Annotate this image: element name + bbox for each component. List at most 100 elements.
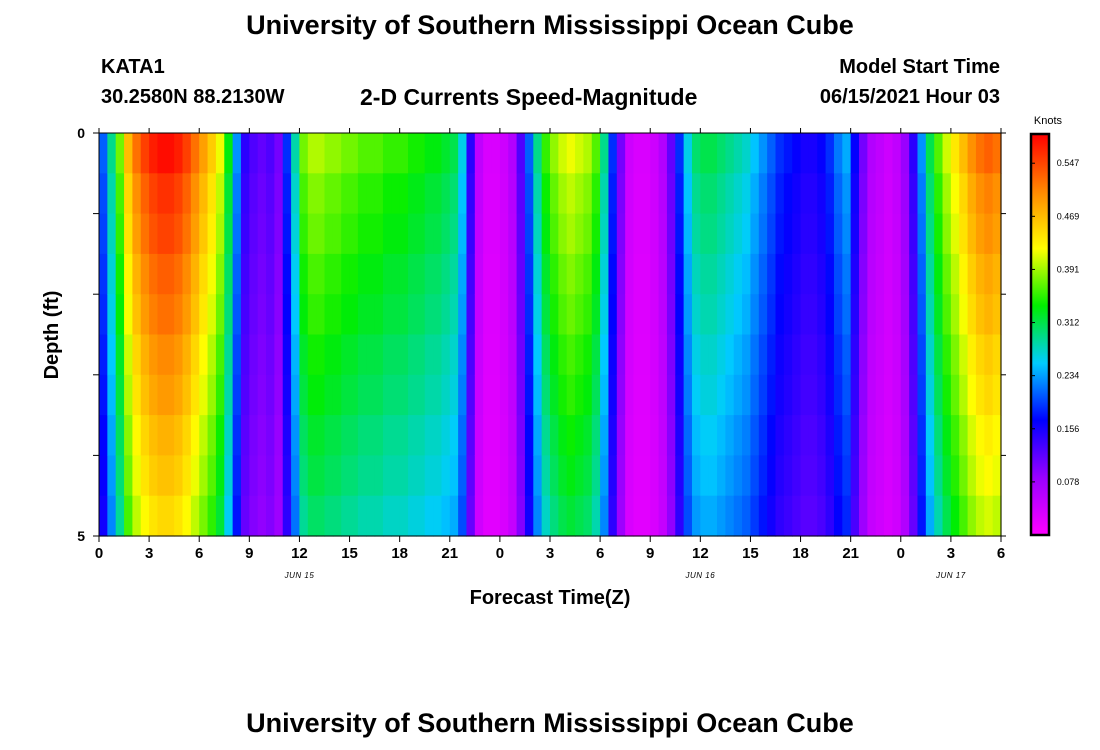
heatmap-cell (808, 173, 818, 215)
chart-subtitle: 2-D Currents Speed-Magnitude (360, 84, 698, 110)
heatmap-cell (867, 495, 877, 537)
heatmap-cell (391, 213, 401, 255)
heatmap-cell (658, 133, 668, 174)
heatmap-cell (708, 415, 718, 456)
heatmap-cell (942, 173, 952, 215)
heatmap-cell (758, 495, 768, 537)
heatmap-cell (867, 334, 877, 376)
heatmap-cell (850, 294, 860, 336)
heatmap-cell (282, 173, 292, 215)
heatmap-cell (625, 294, 635, 336)
heatmap-cell (775, 495, 785, 537)
heatmap-cell (316, 495, 326, 537)
heatmap-cell (182, 415, 192, 456)
heatmap-cell (274, 495, 284, 537)
heatmap-cell (449, 334, 459, 376)
heatmap-cell (399, 455, 409, 497)
heatmap-cell (174, 334, 184, 376)
heatmap-cell (641, 173, 651, 215)
heatmap-cell (458, 334, 468, 376)
heatmap-cell (750, 455, 760, 497)
heatmap-cell (725, 173, 735, 215)
heatmap-cell (658, 455, 668, 497)
heatmap-cell (324, 253, 334, 295)
heatmap-cell (399, 173, 409, 215)
heatmap-cell (441, 495, 451, 537)
heatmap-cell (675, 213, 685, 255)
heatmap-cell (499, 495, 509, 537)
heatmap-cell (433, 213, 443, 255)
heatmap-cell (942, 133, 952, 174)
heatmap-cell (900, 294, 910, 336)
heatmap-cell (934, 455, 944, 497)
heatmap-cell (249, 173, 259, 215)
heatmap-cell (608, 374, 618, 416)
heatmap-cell (441, 374, 451, 416)
heatmap-cell (767, 495, 777, 537)
heatmap-cell (800, 415, 810, 456)
heatmap-cell (975, 133, 985, 174)
heatmap-cell (357, 173, 367, 215)
heatmap-cell (742, 173, 752, 215)
heatmap-cell (349, 213, 359, 255)
heatmap-cell (558, 495, 568, 537)
heatmap-cell (800, 374, 810, 416)
heatmap-cell (466, 294, 476, 336)
heatmap-cell (666, 133, 676, 174)
heatmap-cell (992, 455, 1002, 497)
heatmap-cell (382, 374, 392, 416)
heatmap-cell (842, 133, 852, 174)
heatmap-cell (483, 455, 493, 497)
heatmap-cell (307, 294, 317, 336)
heatmap-cell (550, 334, 559, 376)
heatmap-cell (842, 334, 852, 376)
heatmap-cell (708, 455, 718, 497)
heatmap-cell (842, 374, 852, 416)
heatmap-cell (541, 253, 551, 295)
heatmap-cell (149, 374, 159, 416)
heatmap-cell (140, 294, 150, 336)
heatmap-cell (249, 374, 259, 416)
heatmap-cell (458, 213, 468, 255)
heatmap-cell (124, 173, 134, 215)
heatmap-cell (149, 253, 159, 295)
heatmap-cell (491, 374, 501, 416)
heatmap-cell (291, 334, 301, 376)
heatmap-cell (550, 455, 559, 497)
heatmap-cell (708, 495, 718, 537)
heatmap-cell (767, 455, 777, 497)
heatmap-cell (833, 495, 843, 537)
colorbar: 0.078 0.156 0.234 0.312 0.391 0.469 0.547 (1029, 132, 1079, 537)
heatmap-cell (149, 415, 159, 456)
heatmap-cell (224, 415, 234, 456)
heatmap-cell (474, 455, 484, 497)
heatmap-cell (959, 374, 969, 416)
heatmap-cell (675, 455, 685, 497)
heatmap-cell (165, 334, 175, 376)
heatmap-cell (332, 495, 342, 537)
heatmap-cell (266, 374, 275, 416)
heatmap-cell (132, 173, 142, 215)
heatmap-cell (566, 294, 576, 336)
heatmap-cell (299, 415, 309, 456)
heatmap-cell (683, 455, 693, 497)
heatmap-cell (341, 133, 351, 174)
heatmap-cell (199, 173, 209, 215)
heatmap-cell (591, 133, 601, 174)
heatmap-cell (182, 133, 192, 174)
footer-title: University of Southern Mississippi Ocean… (246, 708, 854, 738)
heatmap-cell (867, 374, 877, 416)
heatmap-cell (99, 173, 108, 215)
heatmap-cell (491, 253, 501, 295)
heatmap-cell (984, 294, 994, 336)
heatmap-cell (541, 495, 551, 537)
heatmap-cell (416, 294, 426, 336)
heatmap-cell (190, 213, 200, 255)
heatmap-cell (299, 495, 309, 537)
heatmap-cell (959, 495, 969, 537)
heatmap-cell (975, 173, 985, 215)
heatmap-cell (274, 294, 284, 336)
y-tick-label: 5 (77, 528, 85, 544)
heatmap-cell (591, 334, 601, 376)
heatmap-cell (875, 173, 885, 215)
